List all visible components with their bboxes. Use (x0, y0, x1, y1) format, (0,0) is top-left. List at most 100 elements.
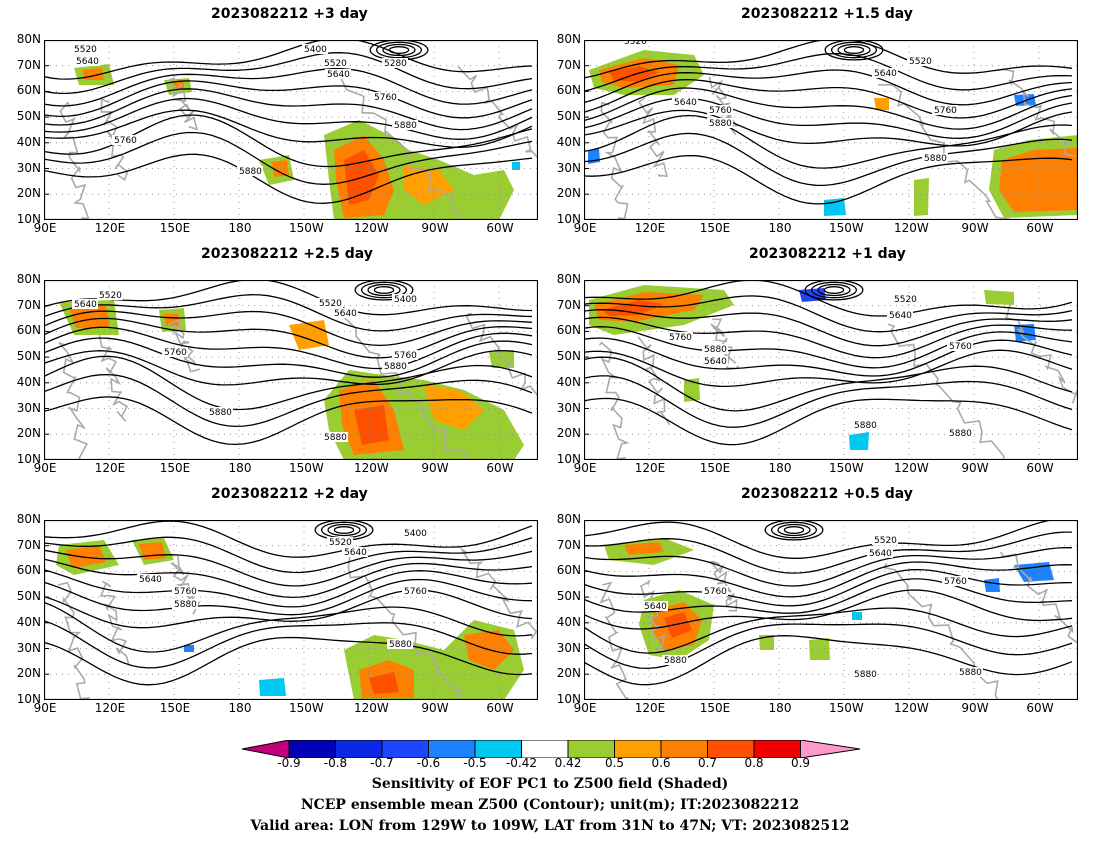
lon-tick-label: 150W (289, 461, 324, 475)
contour-label: 5640 (74, 300, 97, 310)
z500-contour (44, 549, 533, 587)
lat-tick-label: 80N (16, 512, 41, 526)
coastline (640, 580, 671, 662)
panel-title: 2023082212 +1 day (749, 246, 906, 262)
contour-label: 5640 (76, 57, 99, 67)
z500-contour (44, 310, 533, 347)
lon-tick-label: 90E (33, 701, 57, 715)
contour-label: 5760 (174, 587, 197, 597)
contour-label: 5640 (704, 357, 727, 367)
z500-contour (584, 109, 1073, 147)
lon-tick-label: 90E (573, 221, 597, 235)
contour-label: 5760 (669, 333, 692, 343)
low-pressure-contour (843, 46, 865, 54)
z500-contour (44, 97, 533, 140)
lon-tick-label: 180 (768, 221, 792, 235)
colorbar-label: 0.9 (790, 756, 811, 770)
lon-tick-label: 120W (354, 701, 389, 715)
lon-tick-label: 180 (228, 701, 252, 715)
lat-tick-label: 40N (16, 614, 41, 629)
lat-tick-label: 30N (16, 160, 41, 175)
z500-contour (44, 569, 533, 608)
z500-contour (584, 97, 1073, 139)
z500-contour (584, 280, 1073, 317)
lat-tick-label: 20N (16, 426, 41, 441)
sensitivity-shade (624, 542, 664, 555)
contour-label: 5880 (324, 433, 347, 443)
z500-contour (44, 80, 533, 119)
z500-contour (584, 295, 1073, 333)
coastline (887, 323, 1005, 460)
contour-label: 5520 (99, 291, 122, 301)
z500-contour (44, 317, 533, 359)
lat-tick-label: 30N (16, 400, 41, 415)
z500-contour (584, 337, 1073, 377)
contour-label: 5640 (889, 311, 912, 321)
panel-title: 2023082212 +2 day (211, 486, 368, 502)
caption-line-2: NCEP ensemble mean Z500 (Contour); unit(… (300, 797, 800, 813)
colorbar-label: 0.8 (744, 756, 764, 770)
panel-title: 2023082212 +0.5 day (741, 486, 913, 502)
lon-tick-label: 150E (699, 461, 731, 475)
contour-label: 5880 (959, 668, 982, 678)
colorbar-label: -0.42 (505, 756, 538, 770)
low-pressure-contour (777, 523, 811, 537)
z500-contour (44, 40, 533, 80)
map-plot: 5520 5640 5640 5760 5760 5880 5880 5880 (584, 520, 1078, 700)
lon-tick-label: 150W (829, 461, 864, 475)
lat-tick-label: 10N (556, 211, 581, 226)
contour-label: 5880 (854, 421, 877, 431)
panel-title: 2023082212 +1.5 day (741, 6, 913, 22)
lat-tick-label: 80N (16, 32, 41, 46)
lat-tick-label: 30N (16, 640, 41, 655)
lat-tick-label: 20N (16, 186, 41, 201)
z500-contour (44, 280, 533, 316)
low-pressure-contour (388, 46, 410, 54)
lon-tick-label: 60W (1026, 701, 1054, 715)
sensitivity-shade (809, 638, 830, 660)
lat-tick-label: 20N (556, 426, 581, 441)
lat-tick-label: 70N (556, 297, 581, 312)
lat-tick-label: 30N (556, 160, 581, 175)
z500-contour (584, 309, 1073, 347)
z500-contour (584, 375, 1073, 428)
lon-tick-label: 150E (699, 701, 731, 715)
low-pressure-contour (770, 521, 818, 539)
lon-tick-label: 90E (573, 701, 597, 715)
lon-tick-label: 90W (961, 701, 989, 715)
lat-tick-label: 70N (16, 297, 41, 312)
lon-tick-label: 90W (421, 221, 449, 235)
z500-contour (584, 531, 1072, 574)
lon-tick-label: 90W (421, 461, 449, 475)
lon-tick-label: 120E (634, 461, 666, 475)
contour-label: 5400 (404, 529, 427, 539)
sensitivity-shade (1014, 562, 1054, 582)
contour-label: 5760 (949, 342, 972, 352)
contour-label: 5520 (329, 538, 352, 548)
lon-tick-label: 150W (829, 701, 864, 715)
lon-tick-label: 180 (228, 461, 252, 475)
lon-tick-label: 120W (354, 221, 389, 235)
z500-contour (44, 109, 533, 148)
sensitivity-shade (489, 350, 514, 368)
colorbar-label: 0.42 (554, 756, 582, 770)
sensitivity-shade (272, 160, 289, 177)
lon-tick-label: 120W (894, 461, 929, 475)
lon-tick-label: 90W (961, 221, 989, 235)
contour-label: 5640 (869, 549, 892, 559)
lon-tick-label: 120W (894, 221, 929, 235)
contour-label: 5640 (644, 602, 667, 612)
contour-label: 5880 (704, 345, 727, 355)
lon-tick-label: 90W (961, 461, 989, 475)
map-plot: 5520 5520 5640 5640 5760 5880 5760 5880 (584, 40, 1078, 220)
z500-contour (44, 294, 533, 332)
lon-tick-label: 150E (159, 461, 191, 475)
lon-tick-label: 150E (159, 701, 191, 715)
colorbar-label: 0.7 (697, 756, 718, 770)
sensitivity-shade (852, 612, 862, 620)
contour-label: 5640 (874, 69, 897, 79)
coastline (600, 101, 629, 220)
lat-tick-label: 40N (556, 374, 581, 389)
